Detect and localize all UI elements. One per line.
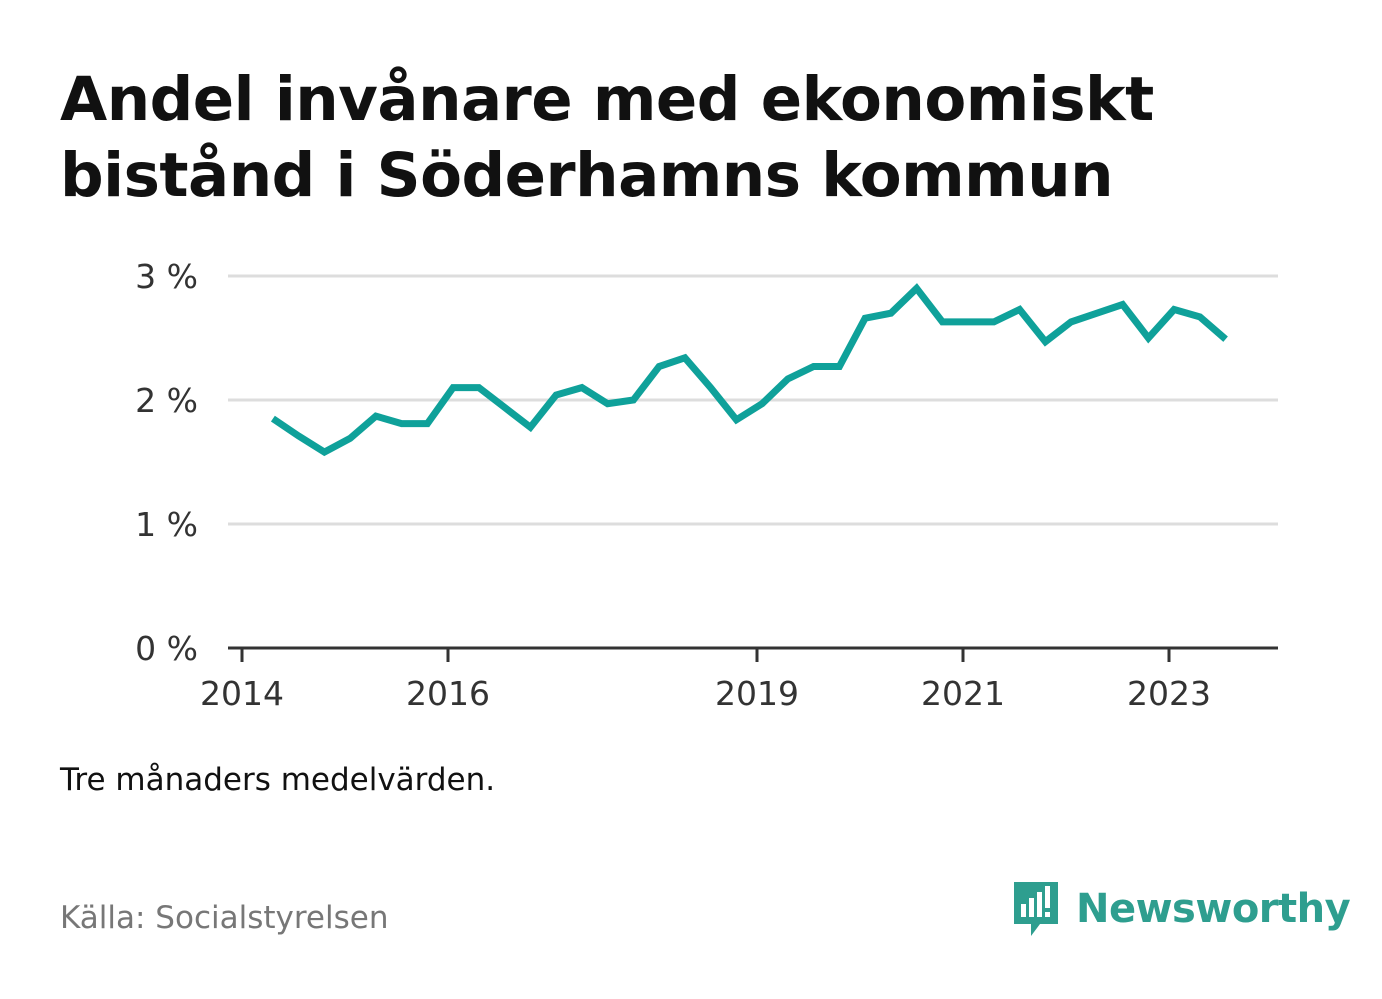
x-tick-label: 2023 bbox=[1127, 674, 1211, 713]
y-tick-label: 3 % bbox=[135, 257, 198, 296]
brand-name: Newsworthy bbox=[1076, 886, 1351, 932]
x-axis: 2014 2016 2019 2021 2023 bbox=[200, 646, 1278, 713]
x-tick-label: 2016 bbox=[406, 674, 490, 713]
x-tick-label: 2019 bbox=[715, 674, 799, 713]
y-tick-label: 0 % bbox=[135, 629, 198, 668]
brand-logo: Newsworthy bbox=[1010, 878, 1351, 940]
x-tick-label: 2014 bbox=[200, 674, 284, 713]
newsworthy-logo-icon bbox=[1014, 882, 1058, 936]
y-tick-label: 1 % bbox=[135, 505, 198, 544]
chart-title: Andel invånare med ekonomiskt bistånd i … bbox=[60, 64, 1154, 211]
line-chart: 0 % 1 % 2 % 3 % 2014 2016 2019 2021 2023 bbox=[135, 257, 1278, 713]
gridlines bbox=[228, 274, 1278, 526]
x-tick-label: 2021 bbox=[921, 674, 1005, 713]
source-credit: Källa: Socialstyrelsen bbox=[60, 900, 389, 936]
series-layer bbox=[270, 283, 1228, 457]
series-line bbox=[270, 283, 1228, 457]
y-axis-labels: 0 % 1 % 2 % 3 % bbox=[135, 257, 198, 668]
chart-note: Tre månaders medelvärden. bbox=[60, 762, 496, 798]
y-tick-label: 2 % bbox=[135, 381, 198, 420]
